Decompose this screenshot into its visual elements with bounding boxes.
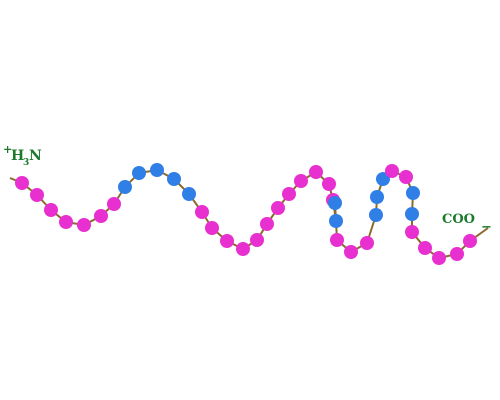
residue-pink [107,197,121,211]
c-terminus-charge: − [481,220,492,235]
residue-pink [322,177,336,191]
residue-group [15,163,477,265]
c-terminus-label: COO − [442,212,492,235]
residue-pink [450,247,464,261]
n-terminus-subscript: 3 [23,158,29,168]
residue-pink [260,217,274,231]
residue-blue [328,196,342,210]
residue-pink [271,201,285,215]
residue-pink [282,187,296,201]
residue-pink [385,164,399,178]
residue-pink [360,236,374,250]
residue-pink [294,174,308,188]
residue-blue [405,207,419,221]
residue-pink [205,221,219,235]
residue-pink [44,203,58,217]
residue-pink [463,234,477,248]
residue-pink [15,176,29,190]
residue-blue [182,187,196,201]
residue-blue [329,214,343,228]
residue-pink [236,242,250,256]
residue-pink [195,205,209,219]
residue-pink [418,241,432,255]
residue-pink [94,209,108,223]
residue-pink [309,165,323,179]
residue-pink [399,170,413,184]
residue-pink [344,245,358,259]
n-terminus-label: + H 3 N [3,143,42,168]
residue-blue [132,166,146,180]
residue-pink [432,251,446,265]
residue-pink [59,215,73,229]
residue-pink [77,218,91,232]
residue-blue [118,180,132,194]
residue-blue [369,208,383,222]
residue-blue [370,190,384,204]
n-terminus-n: N [29,148,42,164]
residue-blue [167,172,181,186]
residue-pink [330,233,344,247]
residue-blue [406,186,420,200]
residue-blue [376,172,390,186]
residue-blue [150,163,164,177]
n-terminus-h: H [11,148,24,164]
residue-pink [405,225,419,239]
residue-pink [220,234,234,248]
residue-pink [30,188,44,202]
n-terminus-charge: + [3,143,12,156]
c-terminus-text: COO [442,212,475,227]
residue-pink [250,233,264,247]
